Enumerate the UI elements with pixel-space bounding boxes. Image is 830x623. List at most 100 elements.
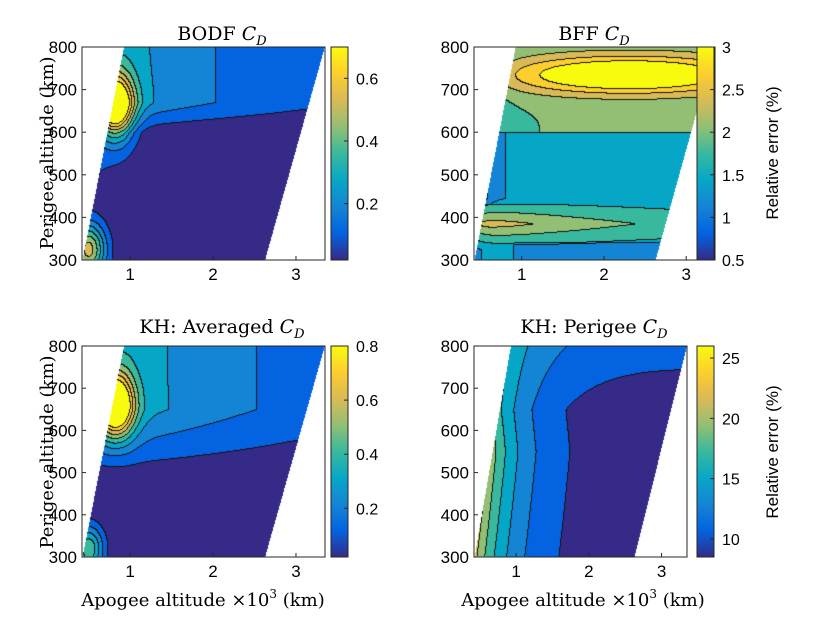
colorbar-tick-label: 3 — [722, 40, 731, 57]
contour-map-bodf — [82, 47, 325, 260]
x-tick-label: 3 — [657, 562, 666, 581]
colorbar-tick-label: 15 — [722, 472, 740, 489]
y-tick-label: 500 — [441, 166, 469, 185]
contour-map-kh-perigee — [474, 346, 687, 557]
y-tick-label: 600 — [441, 421, 469, 440]
colorbar-frame — [696, 46, 715, 261]
x-tick-label: 3 — [291, 562, 300, 581]
y-tick-label: 600 — [49, 123, 77, 142]
x-tick-label: 2 — [208, 562, 217, 581]
x-tick-label: 2 — [599, 265, 608, 284]
y-tick-label: 800 — [441, 38, 469, 57]
colorbar-tick-label: 0.2 — [356, 501, 378, 518]
axis-ticks: 1 2 3 300 400 500 600 700 800 — [49, 38, 301, 284]
y-tick-label: 700 — [49, 81, 77, 100]
colorbar-tick-label: 20 — [722, 411, 740, 428]
panel-kh-perigee: KH: Perigee CD 1 2 3 300 400 500 600 700 800 Apo… — [441, 316, 782, 611]
panel-title-kh-perigee: KH: Perigee CD — [520, 316, 668, 342]
colorbar-tick-label: 0.5 — [722, 253, 744, 270]
colorbar-tick-label: 2 — [722, 125, 731, 142]
x-tick-label: 1 — [517, 265, 526, 284]
y-tick-label: 600 — [441, 123, 469, 142]
y-axis-label: Perigee altitude (km) — [37, 56, 58, 249]
colorbar-label: Relative error (%) — [763, 385, 782, 518]
plot-area-kh-perigee: 1 2 3 300 400 500 600 700 800 — [441, 337, 688, 581]
colorbar-ticks: 0.5 1 1.5 2 2.5 3 — [710, 40, 744, 270]
y-tick-label: 300 — [49, 548, 77, 567]
colorbar-ticks: 0.2 0.4 0.6 — [344, 71, 378, 214]
colorbar-frame — [330, 46, 349, 261]
y-tick-label: 500 — [441, 464, 469, 483]
colorbar-tick-label: 0.4 — [356, 134, 378, 151]
axes-frame — [473, 345, 688, 558]
y-tick-label: 300 — [49, 251, 77, 270]
y-tick-label: 500 — [49, 464, 77, 483]
y-tick-label: 300 — [441, 548, 469, 567]
y-tick-label: 600 — [49, 421, 77, 440]
y-tick-label: 400 — [49, 506, 77, 525]
colorbar: 0.5 1 1.5 2 2.5 3 — [696, 40, 744, 270]
axes-frame — [473, 46, 716, 261]
colorbar-tick-label: 2.5 — [722, 83, 744, 100]
panel-bff: BFF CD 1 2 3 300 400 500 600 700 800 0.5 1 1.5 2 2.5… — [441, 23, 782, 284]
x-axis-label: Apogee altitude ×103 (km) — [460, 587, 705, 611]
y-tick-label: 300 — [441, 251, 469, 270]
colorbar-frame — [696, 345, 715, 558]
y-tick-label: 400 — [441, 208, 469, 227]
axes-frame — [81, 345, 326, 558]
colorbar-ticks: 0.2 0.4 0.6 0.8 — [344, 339, 378, 518]
x-axis-label: Apogee altitude ×103 (km) — [80, 587, 325, 611]
colorbar: 0.2 0.4 0.6 0.8 — [330, 339, 378, 558]
x-tick-label: 2 — [208, 265, 217, 284]
colorbar-gradient — [697, 47, 714, 260]
x-tick-label: 3 — [291, 265, 300, 284]
axes-frame — [81, 46, 326, 261]
y-tick-label: 500 — [49, 166, 77, 185]
y-tick-label: 700 — [441, 379, 469, 398]
panel-bodf: BODF CD 1 2 3 300 400 500 600 700 800 Perigee al… — [37, 23, 378, 284]
colorbar-tick-label: 10 — [722, 532, 740, 549]
x-tick-label: 2 — [584, 562, 593, 581]
contour-map-bff — [474, 47, 715, 260]
colorbar-label: Relative error (%) — [763, 86, 782, 219]
plot-area-kh-averaged: 1 2 3 300 400 500 600 700 800 — [49, 337, 326, 581]
colorbar-ticks: 10 15 20 25 — [710, 351, 740, 549]
colorbar-tick-label: 0.2 — [356, 197, 378, 214]
x-tick-label: 1 — [511, 562, 520, 581]
colorbar-tick-label: 0.6 — [356, 71, 378, 88]
colorbar-gradient — [331, 346, 348, 557]
colorbar-tick-label: 25 — [722, 351, 740, 368]
colorbar: 10 15 20 25 — [696, 345, 740, 558]
panel-kh-averaged: KH: Averaged CD 1 2 3 300 400 500 600 700 800 Pe… — [37, 316, 378, 611]
panel-title-kh-averaged: KH: Averaged CD — [139, 316, 305, 342]
y-tick-label: 700 — [49, 379, 77, 398]
y-tick-label: 400 — [49, 208, 77, 227]
panel-title-bodf: BODF CD — [177, 23, 267, 49]
plot-area-bff: 1 2 3 300 400 500 600 700 800 — [441, 38, 716, 284]
x-tick-label: 3 — [681, 265, 690, 284]
plot-area-bodf: 1 2 3 300 400 500 600 700 800 — [49, 38, 326, 284]
colorbar-gradient — [697, 346, 714, 557]
contour-map-kh-averaged — [82, 346, 325, 557]
y-tick-label: 400 — [441, 506, 469, 525]
colorbar-gradient — [331, 47, 348, 260]
y-tick-label: 700 — [441, 81, 469, 100]
x-tick-label: 1 — [125, 265, 134, 284]
colorbar-tick-label: 0.4 — [356, 447, 378, 464]
colorbar-frame — [330, 345, 349, 558]
colorbar-tick-label: 0.8 — [356, 339, 378, 356]
y-tick-label: 800 — [441, 337, 469, 356]
colorbar: 0.2 0.4 0.6 — [330, 46, 378, 261]
x-tick-label: 1 — [125, 562, 134, 581]
axis-ticks: 1 2 3 300 400 500 600 700 800 — [441, 38, 691, 284]
colorbar-tick-label: 1 — [722, 210, 731, 227]
y-axis-label: Perigee altitude (km) — [37, 355, 58, 548]
panel-title-bff: BFF CD — [558, 23, 630, 49]
axis-ticks: 1 2 3 300 400 500 600 700 800 — [441, 337, 667, 581]
axis-ticks: 1 2 3 300 400 500 600 700 800 — [49, 337, 301, 581]
y-tick-label: 800 — [49, 38, 77, 57]
y-tick-label: 800 — [49, 337, 77, 356]
colorbar-tick-label: 0.6 — [356, 393, 378, 410]
colorbar-tick-label: 1.5 — [722, 168, 744, 185]
